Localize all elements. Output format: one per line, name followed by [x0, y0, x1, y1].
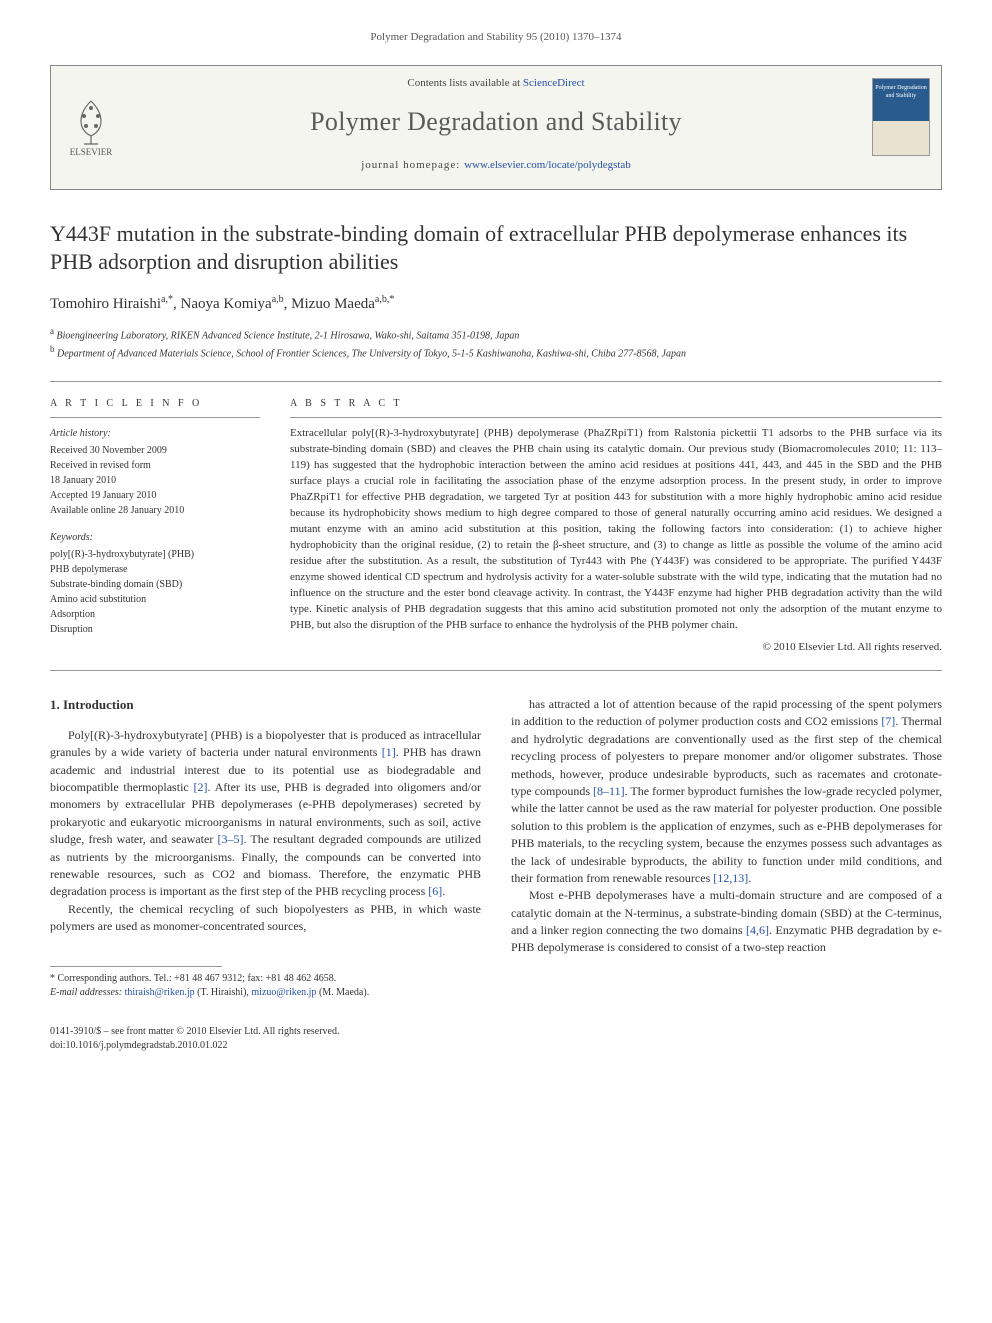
info-abstract-row: A R T I C L E I N F O Article history: R… — [50, 381, 942, 671]
body-p3: has attracted a lot of attention because… — [511, 696, 942, 887]
keyword-line: Disruption — [50, 622, 260, 637]
footer-copyright: 0141-3910/$ – see front matter © 2010 El… — [50, 1025, 942, 1039]
article-info-heading: A R T I C L E I N F O — [50, 397, 260, 418]
cover-thumbnail: Polymer Degradation and Stability — [861, 66, 941, 188]
history-line: Available online 28 January 2010 — [50, 503, 260, 518]
footnote-emails: E-mail addresses: thiraish@riken.jp (T. … — [50, 986, 481, 1000]
cover-image: Polymer Degradation and Stability — [872, 78, 930, 156]
keyword-line: Adsorption — [50, 607, 260, 622]
email-who-2: (M. Maeda). — [316, 987, 369, 998]
abstract-copyright: © 2010 Elsevier Ltd. All rights reserved… — [290, 640, 942, 655]
keyword-line: PHB depolymerase — [50, 562, 260, 577]
body-p2: Recently, the chemical recycling of such… — [50, 901, 481, 936]
affiliations: a Bioengineering Laboratory, RIKEN Advan… — [50, 325, 942, 362]
history-line: Accepted 19 January 2010 — [50, 488, 260, 503]
keyword-line: Substrate-binding domain (SBD) — [50, 577, 260, 592]
header-citation: Polymer Degradation and Stability 95 (20… — [50, 30, 942, 45]
tree-icon — [66, 96, 116, 146]
affiliation-line: a Bioengineering Laboratory, RIKEN Advan… — [50, 325, 942, 343]
abstract-column: A B S T R A C T Extracellular poly[(R)-3… — [290, 397, 942, 655]
email-link-1[interactable]: thiraish@riken.jp — [125, 987, 195, 998]
history-block: Article history: Received 30 November 20… — [50, 426, 260, 518]
keywords-block: Keywords: poly[(R)-3-hydroxybutyrate] (P… — [50, 530, 260, 637]
footer: 0141-3910/$ – see front matter © 2010 El… — [50, 1025, 942, 1053]
footnote-rule — [50, 966, 222, 967]
article-info: A R T I C L E I N F O Article history: R… — [50, 397, 260, 655]
history-line: Received in revised form — [50, 458, 260, 473]
elsevier-logo: ELSEVIER — [51, 66, 131, 188]
abstract-heading: A B S T R A C T — [290, 397, 942, 418]
contents-line: Contents lists available at ScienceDirec… — [131, 76, 861, 91]
sciencedirect-link[interactable]: ScienceDirect — [523, 77, 585, 89]
keywords-label: Keywords: — [50, 530, 260, 545]
email-who-1: (T. Hiraishi), — [195, 987, 252, 998]
author-list: Tomohiro Hiraishia,*, Naoya Komiyaa,b, M… — [50, 293, 942, 315]
article-title: Y443F mutation in the substrate-binding … — [50, 220, 942, 277]
homepage-line: journal homepage: www.elsevier.com/locat… — [131, 158, 861, 173]
journal-name: Polymer Degradation and Stability — [131, 104, 861, 140]
body-p1: Poly[(R)-3-hydroxybutyrate] (PHB) is a b… — [50, 727, 481, 901]
email-link-2[interactable]: mizuo@riken.jp — [251, 987, 316, 998]
publisher-label: ELSEVIER — [70, 146, 113, 159]
keyword-line: poly[(R)-3-hydroxybutyrate] (PHB) — [50, 547, 260, 562]
history-label: Article history: — [50, 426, 260, 441]
footnote-corr: * Corresponding authors. Tel.: +81 48 46… — [50, 972, 481, 986]
journal-banner: ELSEVIER Contents lists available at Sci… — [50, 65, 942, 189]
abstract-text: Extracellular poly[(R)-3-hydroxybutyrate… — [290, 426, 942, 633]
body-p4: Most e-PHB depolymerases have a multi-do… — [511, 887, 942, 957]
section-heading-intro: 1. Introduction — [50, 696, 481, 715]
footer-doi: doi:10.1016/j.polymdegradstab.2010.01.02… — [50, 1039, 942, 1053]
history-line: 18 January 2010 — [50, 473, 260, 488]
contents-prefix: Contents lists available at — [407, 77, 522, 89]
email-label: E-mail addresses: — [50, 987, 125, 998]
homepage-link[interactable]: www.elsevier.com/locate/polydegstab — [464, 159, 631, 171]
keyword-line: Amino acid substitution — [50, 592, 260, 607]
history-line: Received 30 November 2009 — [50, 443, 260, 458]
affiliation-line: b Department of Advanced Materials Scien… — [50, 343, 942, 361]
body-columns: 1. Introduction Poly[(R)-3-hydroxybutyra… — [50, 696, 942, 1000]
banner-center: Contents lists available at ScienceDirec… — [131, 66, 861, 188]
corresponding-author-footnote: * Corresponding authors. Tel.: +81 48 46… — [50, 972, 481, 1000]
homepage-prefix: journal homepage: — [361, 159, 464, 171]
